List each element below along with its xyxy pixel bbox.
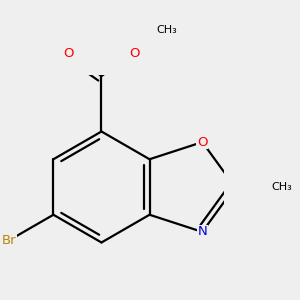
Text: CH₃: CH₃	[157, 25, 177, 35]
Text: Br: Br	[2, 234, 16, 247]
Text: O: O	[64, 46, 74, 60]
Text: CH₃: CH₃	[272, 182, 292, 192]
Text: O: O	[197, 136, 208, 148]
Text: O: O	[129, 46, 140, 60]
Text: N: N	[197, 225, 207, 239]
